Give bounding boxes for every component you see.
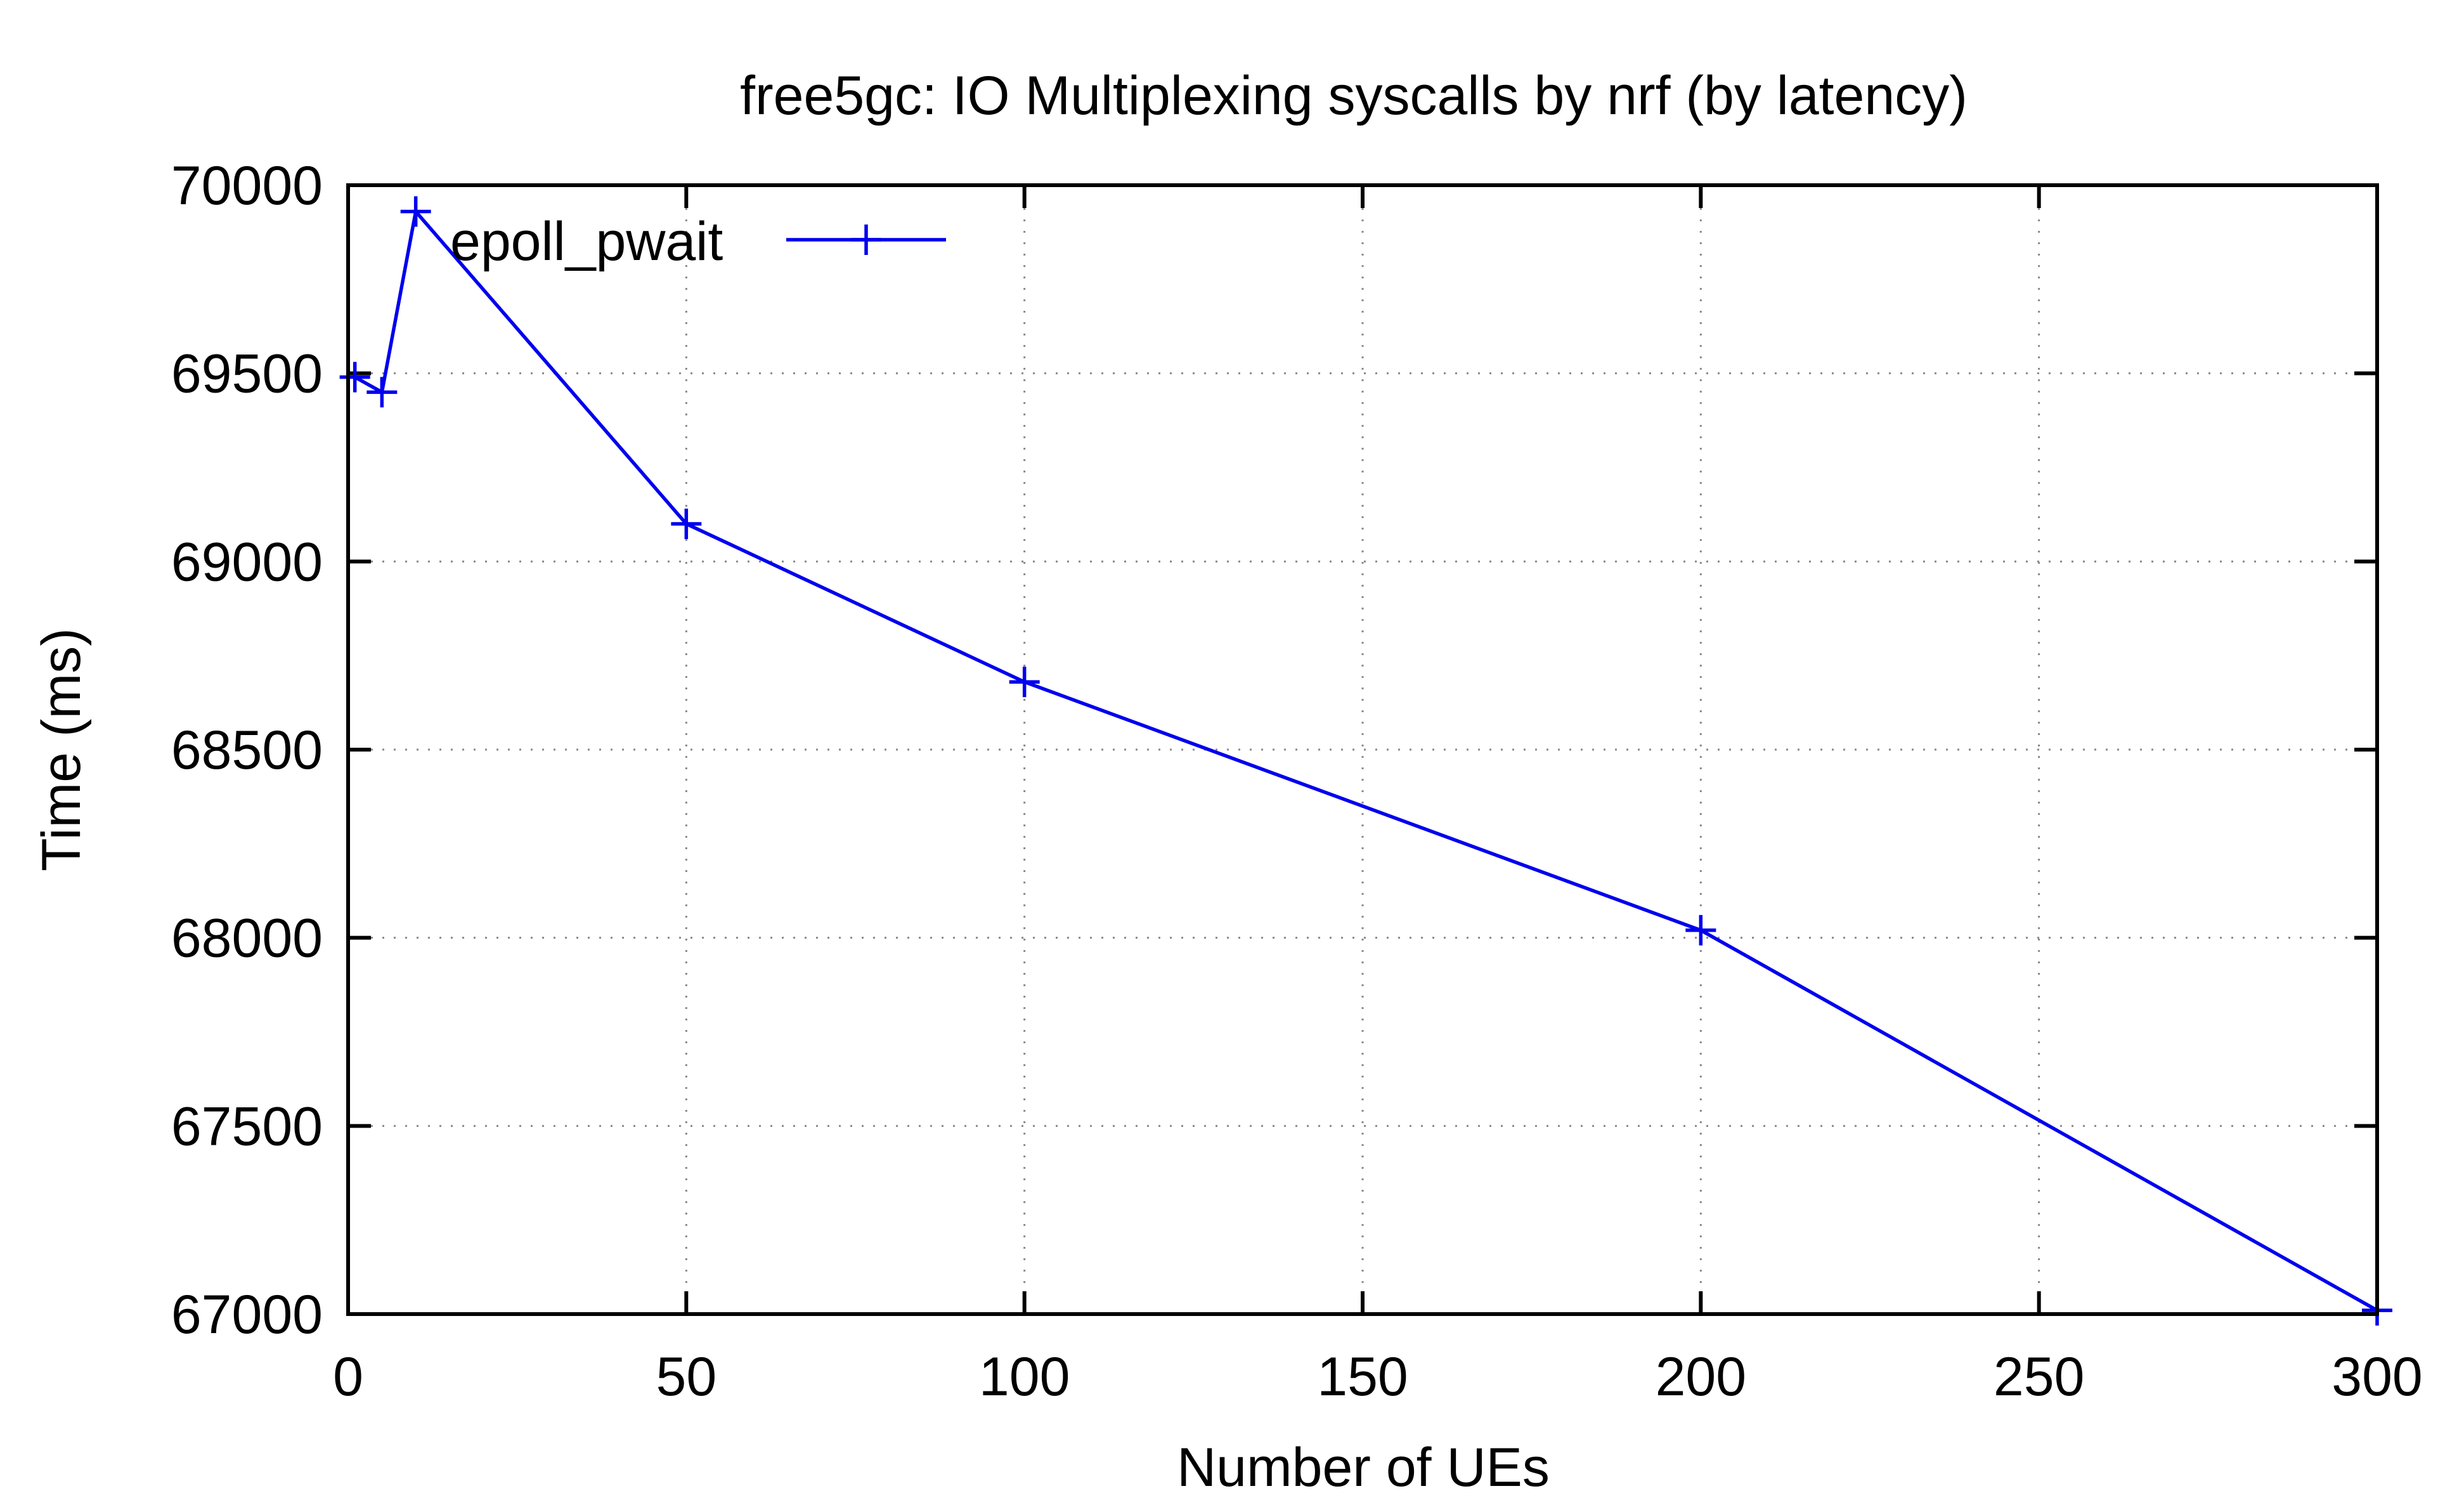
x-axis-label: Number of UEs (1177, 1437, 1550, 1498)
data-point (400, 196, 431, 227)
y-tick-label: 69500 (171, 344, 323, 405)
legend: epoll_pwait (450, 211, 946, 272)
data-point (1009, 667, 1040, 698)
data-point (366, 377, 398, 408)
grid (348, 185, 2377, 1314)
x-tick-label: 50 (656, 1346, 717, 1407)
y-tick-label: 68500 (171, 720, 323, 781)
legend-marker (851, 225, 881, 255)
x-tick-label: 300 (2331, 1346, 2423, 1407)
x-tick-label: 100 (979, 1346, 1070, 1407)
x-tick-label: 150 (1317, 1346, 1408, 1407)
data-point (1685, 915, 1716, 946)
data-point (671, 509, 702, 539)
x-tick-label: 250 (1994, 1346, 2085, 1407)
y-tick-labels: 67000 67500 68000 68500 69000 69500 70000 (171, 155, 323, 1345)
plot-frame (346, 183, 2379, 1316)
y-tick-label: 67000 (171, 1284, 323, 1345)
x-tick-label: 0 (333, 1346, 363, 1407)
y-axis-label: Time (ms) (31, 628, 92, 871)
y-tick-label: 68000 (171, 908, 323, 969)
y-tick-label: 67500 (171, 1096, 323, 1157)
x-tick-label: 200 (1656, 1346, 1747, 1407)
legend-label: epoll_pwait (450, 211, 723, 272)
x-tick-labels: 0 50 100 150 200 250 300 (333, 1346, 2423, 1407)
data-point (339, 361, 370, 393)
y-tick-label: 70000 (171, 155, 323, 216)
chart-title: free5gc: IO Multiplexing syscalls by nrf… (740, 65, 1968, 126)
y-tick-label: 69000 (171, 531, 323, 592)
